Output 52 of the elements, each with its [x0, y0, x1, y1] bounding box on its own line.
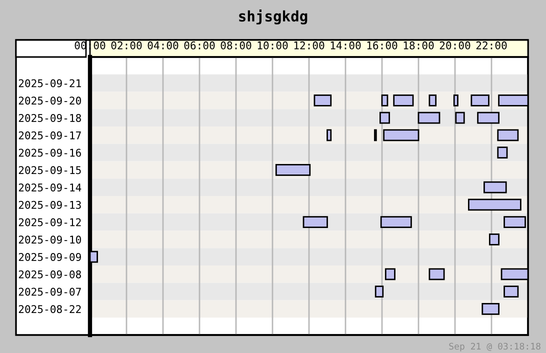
y-tick-label: 2025-09-09: [18, 253, 81, 261]
y-tick-label: 2025-09-20: [18, 96, 81, 105]
y-tick-label: 2025-09-16: [18, 148, 81, 157]
bar: [384, 268, 396, 280]
bar: [468, 198, 522, 211]
y-tick-label: 2025-08-22: [18, 305, 81, 314]
x-tick-label: 16:00: [367, 41, 398, 50]
y-tick-label: 2025-09-15: [18, 166, 81, 174]
bar: [428, 94, 437, 106]
bar: [455, 112, 465, 124]
bar: [326, 129, 332, 142]
y-tick-label: 2025-09-07: [18, 288, 81, 296]
bar: [380, 216, 412, 228]
bar: [379, 112, 390, 124]
x-tick-label: 12:00: [294, 41, 324, 50]
y-tick-label: 2025-09-18: [18, 114, 81, 122]
y-tick-label: 2025-09-14: [18, 184, 82, 192]
x-tick-label: 10:00: [258, 41, 288, 50]
bar: [477, 112, 500, 124]
bar: [383, 129, 420, 142]
x-tick-label: 20:00: [440, 41, 470, 50]
bar: [428, 268, 445, 280]
bar: [374, 286, 384, 298]
y-tick-label: 2025-09-08: [18, 270, 81, 278]
bar: [275, 164, 311, 176]
bar: [497, 129, 519, 142]
bar: [470, 94, 490, 106]
chart-title: shjsgkdg: [239, 10, 308, 24]
x-tick-label: 02:00: [111, 41, 142, 50]
y-tick-label: 2025-09-13: [18, 200, 81, 209]
y-tick-label: 2025-09-17: [18, 131, 81, 140]
bar: [497, 146, 508, 158]
x-tick-label: 08:00: [220, 41, 252, 50]
x-tick-label: 06:00: [184, 41, 215, 50]
bar: [453, 94, 458, 106]
x-tick-label: 14:00: [330, 41, 361, 50]
bar: [488, 234, 500, 246]
bar: [418, 112, 440, 124]
y-tick-label: 2025-09-21: [18, 79, 81, 88]
bar: [393, 94, 414, 106]
x-tick-label: 04:00: [148, 41, 178, 50]
bar: [314, 94, 332, 106]
bar: [484, 181, 507, 194]
y-tick-label: 2025-09-10: [18, 236, 81, 244]
x-tick-label: 18:00: [404, 41, 434, 50]
bar: [381, 94, 388, 106]
bar: [482, 303, 500, 315]
y-tick-label: 2025-09-12: [18, 218, 81, 226]
bar: [302, 216, 328, 228]
text: Sep 21 @ 03:18:18: [449, 342, 540, 352]
x-tick-label: 22:00: [476, 41, 507, 50]
bar: [504, 286, 519, 298]
